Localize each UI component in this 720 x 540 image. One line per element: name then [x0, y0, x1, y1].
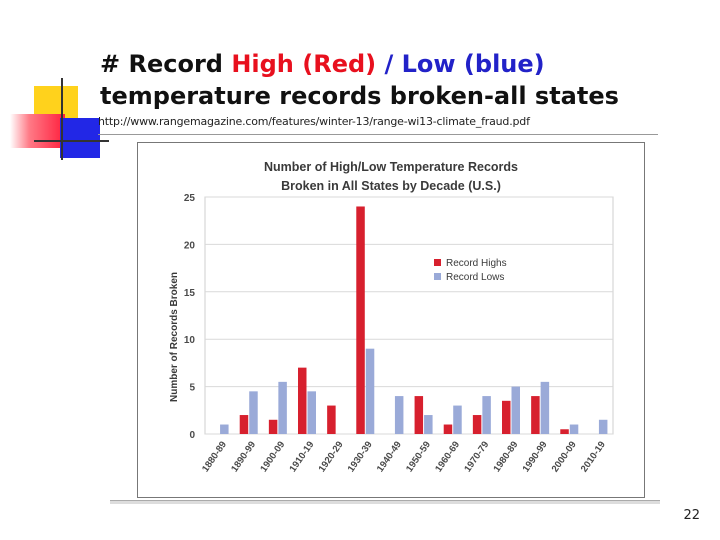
- record-low-bar: [278, 381, 287, 434]
- record-low-bar: [569, 424, 579, 434]
- record-low-bar: [307, 391, 316, 434]
- chart-y-axis-label: Number of Records Broken: [169, 272, 180, 402]
- record-low-bar: [249, 391, 258, 434]
- record-high-bar: [298, 367, 307, 434]
- record-high-bar: [472, 415, 482, 434]
- chart-x-tick-label: 1930-39: [346, 439, 375, 474]
- record-low-bar: [598, 419, 608, 434]
- record-low-bar: [394, 396, 404, 434]
- chart-y-tick-label: 25: [184, 193, 196, 204]
- legend-label: Record Lows: [446, 272, 504, 283]
- legend-swatch: [434, 259, 441, 266]
- chart-x-tick-label: 1950-59: [404, 439, 433, 474]
- chart-x-tick-label: 1880-89: [200, 439, 229, 474]
- chart-x-tick-label: 1910-19: [287, 439, 316, 474]
- chart-bars: [220, 206, 608, 434]
- chart-plot-area: [204, 196, 614, 435]
- record-high-bar: [239, 415, 249, 434]
- record-high-bar: [502, 400, 511, 434]
- record-high-bar: [414, 396, 424, 434]
- chart-y-tick-label: 0: [189, 430, 195, 441]
- chart-frame-base: [110, 500, 660, 504]
- decor-blue-square: [60, 118, 100, 158]
- chart-x-tick-label: 1890-99: [229, 439, 258, 474]
- record-high-bar: [443, 424, 453, 434]
- chart-legend: Record Highs Record Lows: [434, 258, 507, 283]
- chart-title-line1: Number of High/Low Temperature Records: [264, 160, 518, 174]
- title-high-label: High (Red): [231, 50, 377, 78]
- record-low-bar: [482, 396, 491, 434]
- chart-y-tick-label: 15: [184, 288, 196, 299]
- record-low-bar: [453, 405, 462, 434]
- record-low-bar: [365, 348, 375, 434]
- page-number: 22: [683, 508, 700, 523]
- chart-x-tick-label: 2000-09: [550, 439, 579, 474]
- decor-red-gradient-block: [10, 114, 65, 148]
- chart-x-ticks: 1880-89 1890-99 1900-09 1910-19 1920-29 1930-…: [200, 439, 608, 474]
- chart-x-tick-label: 2010-19: [579, 439, 608, 474]
- chart-y-ticks: 0 5 10 15 20 25: [184, 193, 196, 441]
- chart-x-tick-label: 1920-29: [317, 439, 346, 474]
- title-low-label: Low (blue): [401, 50, 545, 78]
- title-prefix: # Record: [100, 50, 232, 78]
- chart-x-tick-label: 1990-99: [521, 439, 550, 474]
- bar-chart: Number of High/Low Temperature Records B…: [169, 160, 614, 474]
- chart-x-tick-label: 1900-09: [258, 439, 287, 474]
- chart-x-tick-label: 1960-69: [433, 439, 462, 474]
- title-divider: [98, 134, 658, 135]
- chart-x-tick-label: 1940-49: [375, 439, 404, 474]
- record-high-bar: [327, 405, 336, 434]
- chart-y-tick-label: 5: [189, 383, 195, 394]
- chart-x-tick-label: 1980-89: [491, 439, 520, 474]
- record-low-bar: [540, 381, 550, 434]
- title-suffix: temperature records broken-all states: [100, 82, 619, 110]
- slide-title: # Record High (Red) / Low (blue) temperat…: [100, 48, 700, 112]
- legend-label: Record Highs: [446, 258, 507, 269]
- record-high-bar: [531, 396, 540, 434]
- source-url: http://www.rangemagazine.com/features/wi…: [98, 115, 530, 128]
- decor-vertical-line: [61, 78, 63, 160]
- record-high-bar: [268, 419, 278, 434]
- record-high-bar: [356, 206, 365, 434]
- record-low-bar: [220, 424, 229, 434]
- chart-y-tick-label: 20: [184, 240, 196, 251]
- record-high-bar: [560, 429, 569, 434]
- title-separator: /: [376, 50, 402, 78]
- decor-horizontal-line: [34, 140, 109, 142]
- record-low-bar: [511, 386, 520, 434]
- record-low-bar: [424, 415, 433, 434]
- chart-y-tick-label: 10: [184, 335, 196, 346]
- legend-swatch: [434, 273, 441, 280]
- chart-x-tick-label: 1970-79: [462, 439, 491, 474]
- chart-title-line2: Broken in All States by Decade (U.S.): [281, 179, 501, 193]
- chart-grid: [204, 196, 614, 435]
